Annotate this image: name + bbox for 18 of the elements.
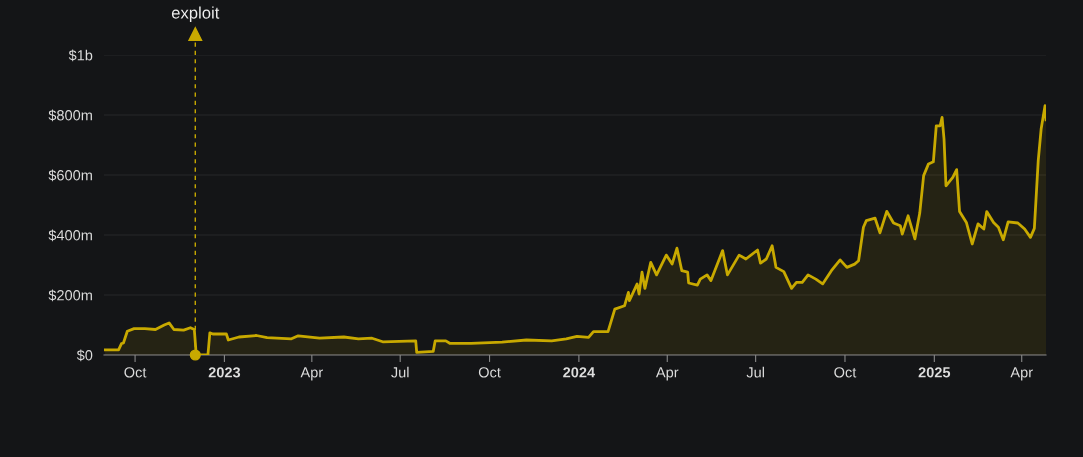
x-tick-label: Apr bbox=[655, 367, 679, 381]
x-tick-label: 2024 bbox=[563, 367, 596, 378]
y-tick-label: $400m bbox=[48, 229, 92, 242]
x-tick-label: Jul bbox=[746, 366, 764, 378]
y-tick-label: $1b bbox=[68, 49, 93, 62]
x-tick-label: Apr bbox=[300, 367, 323, 381]
ref-line-label: exploit bbox=[171, 6, 220, 22]
x-tick-label: Apr bbox=[1010, 367, 1033, 381]
y-tick-label: $800m bbox=[48, 109, 92, 122]
x-tick-label: 2025 bbox=[918, 367, 951, 378]
x-tick-label: Jul bbox=[391, 366, 409, 378]
y-tick-label: $600m bbox=[48, 169, 92, 182]
x-tick-label: 2023 bbox=[208, 367, 241, 378]
y-tick-label: $0 bbox=[76, 349, 93, 362]
y-tick-label: $200m bbox=[48, 289, 92, 302]
x-tick-label: Oct bbox=[124, 367, 147, 378]
x-tick-label: Oct bbox=[478, 367, 501, 378]
x-tick-label: Oct bbox=[834, 367, 857, 378]
